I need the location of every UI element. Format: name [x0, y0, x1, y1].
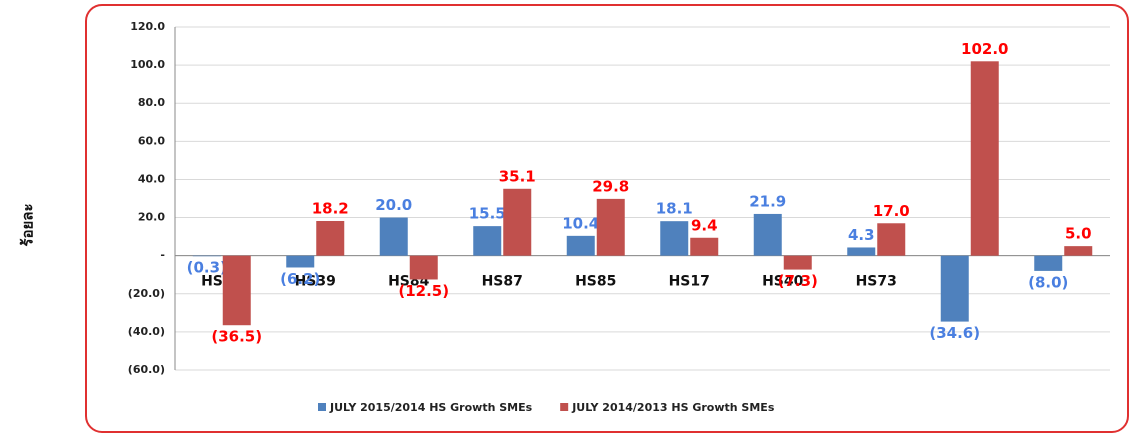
bar [473, 226, 502, 256]
y-tick-label: 100.0 [130, 58, 165, 71]
y-tick-label: (40.0) [128, 325, 165, 338]
x-tick-label: HS39 [295, 274, 336, 290]
bar [940, 255, 969, 322]
bar [192, 255, 221, 257]
bar [503, 188, 532, 256]
value-label: 9.4 [691, 216, 718, 234]
bar [1034, 255, 1063, 271]
legend-label: JULY 2014/2013 HS Growth SMEs [571, 401, 775, 414]
x-tick-label: HS40 [762, 274, 804, 290]
value-label: 18.1 [656, 200, 693, 218]
value-label: 4.3 [848, 226, 875, 244]
bar [660, 221, 689, 256]
value-label: 35.1 [499, 167, 536, 185]
value-label: 20.0 [375, 196, 412, 214]
bar [409, 255, 438, 280]
value-label: (34.6) [929, 324, 980, 342]
value-label: (0.3) [187, 259, 227, 277]
bar [566, 235, 595, 256]
y-tick-label: 60.0 [138, 134, 165, 147]
value-label: (8.0) [1028, 273, 1068, 291]
value-label: (36.5) [211, 328, 262, 346]
bar [847, 247, 876, 256]
bar [690, 237, 719, 256]
value-label: 102.0 [961, 40, 1008, 58]
bar [970, 61, 999, 256]
bar [753, 213, 782, 256]
bar [596, 198, 625, 256]
bar [222, 255, 251, 326]
legend-label: JULY 2015/2014 HS Growth SMEs [329, 401, 533, 414]
x-tick-label: HS85 [575, 274, 616, 290]
value-label: 15.5 [469, 205, 506, 223]
value-label: (7.3) [778, 272, 818, 290]
value-label: 5.0 [1065, 225, 1092, 243]
x-tick-label: HS17 [669, 274, 710, 290]
y-axis-label: ร้อยละ [19, 203, 37, 246]
legend-swatch [318, 403, 326, 411]
bar [877, 223, 906, 256]
x-tick-label: HS73 [856, 274, 897, 290]
bar [286, 255, 315, 268]
y-tick-label: 40.0 [138, 172, 165, 185]
y-tick-label: (20.0) [128, 287, 165, 300]
value-label: 17.0 [873, 202, 910, 220]
y-tick-label: 120.0 [130, 20, 165, 33]
y-tick-label: 80.0 [138, 96, 165, 109]
bar [1064, 246, 1093, 256]
y-tick-label: 20.0 [138, 211, 165, 224]
bar [316, 220, 345, 256]
value-label: (6.2) [280, 270, 320, 288]
bar [379, 217, 408, 256]
y-tick-label: (60.0) [128, 363, 165, 376]
legend-swatch [560, 403, 569, 411]
value-label: (12.5) [398, 282, 449, 300]
value-label: 21.9 [749, 192, 786, 210]
bar [783, 255, 812, 270]
value-label: 18.2 [312, 199, 349, 217]
x-tick-label: HS87 [482, 274, 523, 290]
value-label: 29.8 [592, 177, 629, 195]
value-label: 10.4 [562, 214, 599, 232]
y-tick-label: - [160, 249, 165, 262]
